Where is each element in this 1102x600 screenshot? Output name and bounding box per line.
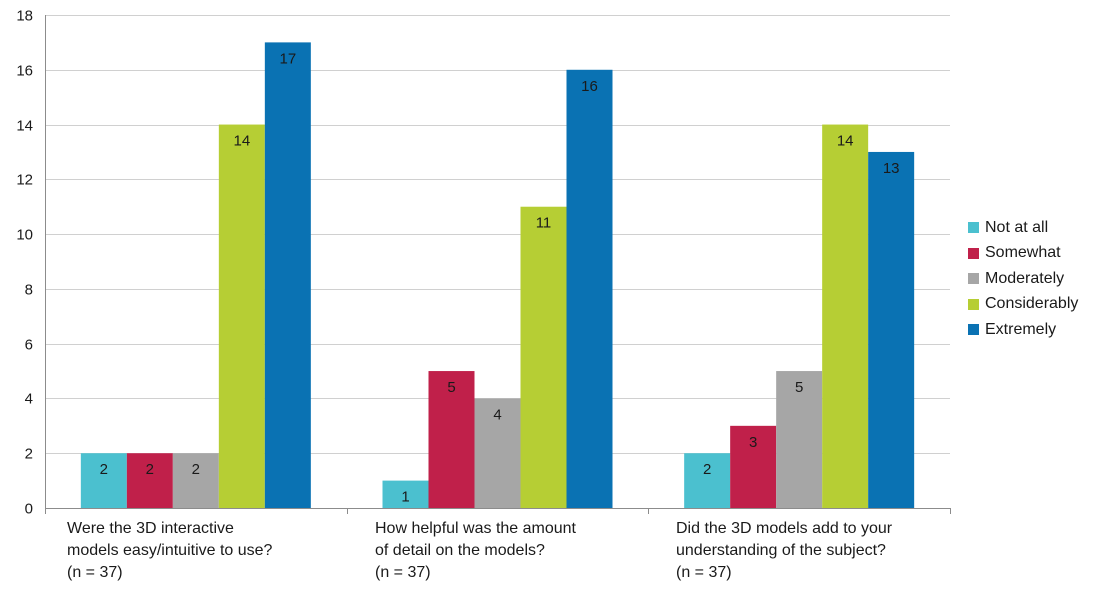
legend-label-considerably: Considerably bbox=[985, 295, 1079, 313]
category-label-amount-of-detail: How helpful was the amount of detail on … bbox=[375, 518, 675, 584]
y-tick-label: 16 bbox=[16, 63, 33, 80]
y-tick-label: 8 bbox=[25, 282, 33, 299]
legend-label-somewhat: Somewhat bbox=[985, 244, 1061, 262]
data-label: 14 bbox=[837, 133, 854, 150]
bar bbox=[218, 124, 265, 509]
category-label-line: (n = 37) bbox=[67, 564, 123, 581]
bar bbox=[126, 453, 173, 508]
legend-label-not-at-all: Not at all bbox=[985, 218, 1049, 236]
category-label-line: (n = 37) bbox=[375, 564, 431, 581]
category-label-easy-to-use: Were the 3D interactive models easy/intu… bbox=[67, 518, 367, 584]
legend-swatch-not-at-all bbox=[968, 222, 979, 234]
legend-swatch-moderately bbox=[968, 273, 979, 285]
category-label-line: How helpful was the amount bbox=[375, 520, 576, 537]
legend-label-extremely: Extremely bbox=[985, 320, 1057, 338]
legend-swatch-considerably bbox=[968, 298, 979, 310]
category-label-line: Were the 3D interactive bbox=[67, 520, 234, 537]
legend-swatch-extremely bbox=[968, 324, 979, 336]
y-tick-label: 12 bbox=[16, 172, 33, 189]
legend-label-moderately: Moderately bbox=[985, 269, 1065, 287]
data-label: 5 bbox=[447, 379, 455, 396]
category-label-line: understanding of the subject? bbox=[676, 542, 886, 559]
category-label-line: models easy/intuitive to use? bbox=[67, 542, 273, 559]
data-label: 1 bbox=[401, 489, 409, 506]
y-tick-label: 18 bbox=[16, 8, 33, 25]
bar bbox=[822, 124, 869, 509]
bar bbox=[684, 453, 731, 508]
data-label: 2 bbox=[146, 461, 154, 478]
bar bbox=[520, 206, 567, 508]
data-label: 14 bbox=[233, 133, 250, 150]
data-label: 16 bbox=[581, 78, 598, 95]
legend-item-somewhat: Somewhat bbox=[968, 241, 1078, 267]
data-label: 3 bbox=[749, 434, 757, 451]
category-label-line: (n = 37) bbox=[676, 564, 732, 581]
y-tick-label: 0 bbox=[25, 501, 33, 518]
legend-item-extremely: Extremely bbox=[968, 317, 1078, 343]
bar bbox=[868, 151, 915, 508]
legend-item-moderately: Moderately bbox=[968, 266, 1078, 292]
bar bbox=[382, 480, 429, 508]
bar bbox=[730, 425, 777, 508]
y-tick-label: 10 bbox=[16, 227, 33, 244]
data-label: 5 bbox=[795, 379, 803, 396]
y-tick-label: 14 bbox=[16, 118, 33, 135]
category-label-line: Did the 3D models add to your bbox=[676, 520, 893, 537]
data-label: 2 bbox=[100, 461, 108, 478]
data-label: 4 bbox=[493, 406, 501, 423]
bar bbox=[566, 69, 613, 509]
legend: Not at all Somewhat Moderately Considera… bbox=[968, 215, 1078, 343]
category-label-line: of detail on the models? bbox=[375, 542, 545, 559]
bar bbox=[264, 42, 311, 509]
bar bbox=[776, 371, 823, 508]
bar bbox=[474, 398, 521, 508]
y-tick-label: 6 bbox=[25, 337, 33, 354]
legend-swatch-somewhat bbox=[968, 247, 979, 259]
data-label: 17 bbox=[279, 50, 296, 67]
data-label: 11 bbox=[536, 215, 552, 232]
data-label: 13 bbox=[883, 160, 900, 177]
data-label: 2 bbox=[703, 461, 711, 478]
bar bbox=[172, 453, 219, 508]
category-label-understanding: Did the 3D models add to your understand… bbox=[676, 518, 976, 584]
y-tick-label: 2 bbox=[25, 446, 33, 463]
data-label: 2 bbox=[192, 461, 200, 478]
bar bbox=[428, 371, 475, 508]
legend-item-not-at-all: Not at all bbox=[968, 215, 1078, 241]
legend-item-considerably: Considerably bbox=[968, 292, 1078, 318]
bar bbox=[80, 453, 127, 508]
y-tick-label: 4 bbox=[25, 391, 33, 408]
